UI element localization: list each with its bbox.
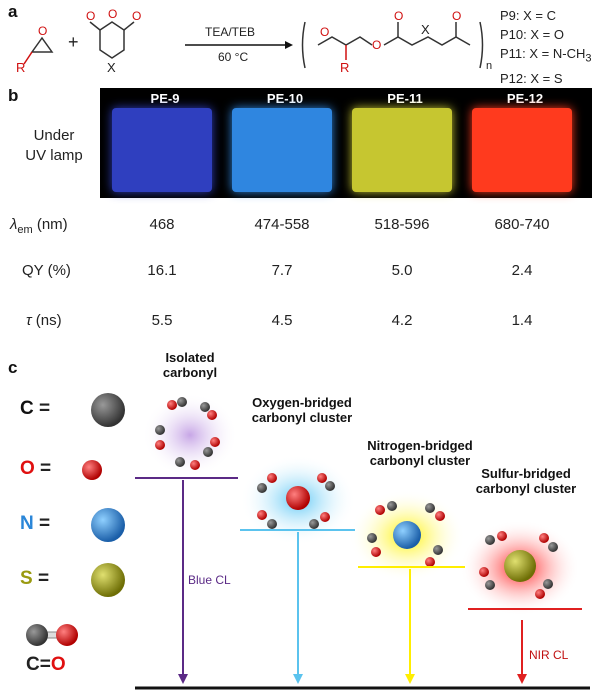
legend-c: C = [20,398,51,419]
column-head-pe11: PE-11 [387,91,423,106]
atom-legend-balls [26,393,125,646]
plus-sign: + [68,32,79,52]
qy-pe10: 7.7 [271,262,293,279]
reaction-conditions-top: TEA/TEB [205,25,256,39]
lambda-pe9: 468 [149,216,175,233]
column-head-pe10: PE-10 [266,91,304,106]
polymer-legend: P9: X = C P10: X = O P11: X = N-CH3 P12:… [500,6,592,88]
polymer-structure [301,21,484,69]
nitrogen-bridged-cluster [349,490,465,582]
column-head-pe9: PE-9 [150,91,180,106]
lambda-pe10: 474-558 [254,216,310,233]
arrowhead-oxygen [293,674,303,684]
polymer-legend-p11: P11: X = N-CH3 [500,46,592,65]
reaction-conditions-bottom: 60 °C [218,50,249,64]
tau-pe9: 5.5 [151,312,173,329]
swatch-pe9 [112,108,212,192]
row-label-uv: Under UV lamp [25,127,83,164]
row-label-qy: QY (%) [22,262,71,279]
panel-c-letter: c [8,358,18,377]
nir-cl-label: NIR CL [529,648,569,662]
svg-text:O: O [320,25,329,39]
svg-text:O: O [132,9,141,23]
sulfur-bridged-cluster [460,520,580,616]
carbon-ball-icon [91,393,125,427]
cluster-title-oxygen: Oxygen-bridged carbonyl cluster [251,395,353,425]
reactant-x-label: X [107,60,116,75]
svg-text:O: O [108,7,117,21]
oxygen-bridged-cluster [240,455,356,545]
qy-pe9: 16.1 [147,262,177,279]
anhydride-structure [89,21,135,59]
co-carbon-ball-icon [26,624,48,646]
product-r-label: R [340,60,350,75]
svg-text:O: O [86,9,95,23]
tau-pe10: 4.5 [271,312,293,329]
reactant-r-label: R [16,60,26,75]
qy-pe11: 5.0 [391,262,413,279]
swatch-pe11 [352,108,452,192]
co-oxygen-ball-icon [56,624,78,646]
energy-level-diagram [135,393,590,690]
tau-pe12: 1.4 [511,312,533,329]
swatch-pe10 [232,108,332,192]
row-label-lambda: λem (nm) [10,216,68,236]
svg-text:O: O [452,9,461,23]
blue-cl-label: Blue CL [188,573,231,587]
reaction-scheme: O O O O O O O O [23,7,484,69]
nitrogen-ball-icon [91,508,125,542]
arrowhead-nitrogen [405,674,415,684]
cluster-title-sulfur: Sulfur-bridged carbonyl cluster [475,466,577,496]
product-x-label: X [421,22,430,37]
svg-text:O: O [38,24,47,38]
sulfur-ball-icon [91,563,125,597]
column-head-pe12: PE-12 [506,91,544,106]
epoxide-structure [23,36,54,65]
cluster-title-nitrogen: Nitrogen-bridged carbonyl cluster [367,438,473,468]
tau-pe11: 4.2 [391,312,413,329]
cluster-title-isolated: Isolated carbonyl [162,350,218,380]
lambda-pe12: 680-740 [494,216,550,233]
arrowhead-sulfur [517,674,527,684]
co-label: C=O [26,654,66,675]
qy-pe12: 2.4 [511,262,533,279]
polymer-legend-p9: P9: X = C [500,8,556,23]
isolated-carbonyl-cluster [142,393,238,477]
oxygen-ball-icon [82,460,102,480]
polymer-legend-p12: P12: X = S [500,70,563,86]
svg-text:O: O [372,38,381,52]
legend-o: O = [20,458,52,479]
panel-a-letter: a [8,2,18,21]
lambda-pe11: 518-596 [374,216,430,233]
legend-n: N = [20,513,51,534]
panel-b-letter: b [8,86,19,105]
svg-text:O: O [394,9,403,23]
repeat-subscript-n: n [486,60,493,72]
polymer-legend-p10: P10: X = O [500,27,564,42]
swatch-pe12 [472,108,572,192]
row-label-tau: τ (ns) [26,312,62,329]
arrowhead-isolated [178,674,188,684]
legend-s: S = [20,568,50,589]
